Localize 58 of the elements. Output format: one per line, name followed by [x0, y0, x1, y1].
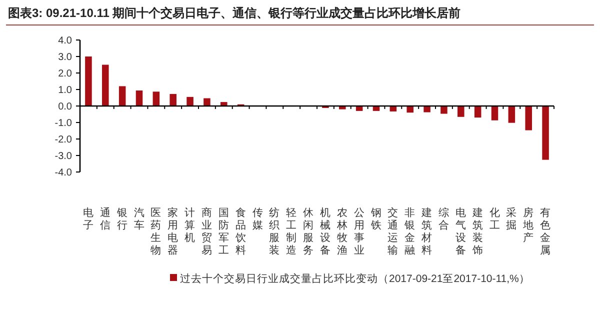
bar [542, 106, 549, 160]
x-tick-label: 休闲服务 [303, 207, 314, 256]
y-tick-label: -3.0 [54, 151, 72, 162]
bar [424, 106, 430, 112]
y-tick-label: -4.0 [54, 168, 72, 178]
x-tick-label: 钢铁 [370, 207, 382, 232]
bar [406, 106, 414, 113]
x-tick-label: 轻工制造 [286, 207, 298, 256]
bar [85, 56, 92, 106]
bar [458, 106, 464, 117]
x-tick-label: 电子 [82, 206, 94, 232]
bar [508, 106, 516, 123]
x-tick-label: 公用事业 [354, 207, 365, 256]
bar [204, 98, 210, 106]
x-tick-label: 家用电器 [168, 206, 179, 256]
x-tick-label: 化工 [489, 207, 500, 232]
bar [491, 106, 498, 120]
x-tick-label: 银行 [116, 207, 128, 232]
y-tick-label: -1.0 [54, 118, 72, 129]
x-tick-label: 农林牧渔 [336, 207, 348, 256]
y-tick-label: 2.0 [58, 68, 72, 80]
bar [170, 94, 176, 106]
x-tick-label: 国防军工 [218, 207, 230, 256]
y-tick-label: 3.0 [58, 52, 72, 63]
y-tick-label: -2.0 [54, 134, 72, 146]
x-tick-label: 房地产 [522, 206, 534, 244]
bar [525, 106, 532, 130]
bar [440, 106, 448, 114]
x-tick-label: 交通运输 [388, 206, 399, 256]
x-tick-label: 汽车 [134, 207, 145, 232]
chart-title: 图表3: 09.21-10.11 期间十个交易日电子、通信、银行等行业成交量占比环比增长居前 [8, 6, 461, 20]
x-tick-label: 机械设备 [320, 207, 331, 256]
x-tick-label: 建筑材料 [420, 206, 433, 256]
x-tick-label: 纺织服装 [269, 206, 280, 256]
y-tick-label: 4.0 [58, 36, 72, 46]
bar [220, 102, 228, 106]
bar [136, 90, 143, 106]
legend-label: 过去十个交易日行业成交量占比环比变动（2017-09-21至2017-10-11,%） [180, 272, 530, 285]
bar [102, 64, 109, 106]
x-tick-label: 计算机 [184, 206, 196, 244]
x-tick-label: 非银金融 [404, 206, 416, 256]
x-tick-label: 电气设备 [455, 206, 466, 256]
x-tick-label: 有色金属 [540, 207, 552, 256]
y-tick-label: 1.0 [58, 85, 72, 96]
x-tick-label: 通信 [100, 206, 111, 232]
bar [339, 106, 346, 110]
x-tick-label: 医药生物 [150, 207, 162, 256]
x-tick-label: 传媒 [252, 207, 264, 232]
bar [474, 106, 482, 118]
x-tick-label: 采掘 [506, 206, 518, 232]
bar [118, 86, 126, 106]
x-tick-label: 建筑装饰 [471, 206, 484, 256]
bar [152, 92, 160, 106]
x-tick-label: 食品饮料 [234, 207, 246, 256]
x-tick-label: 综合 [438, 206, 450, 232]
y-tick-label: 0.0 [58, 102, 72, 112]
x-tick-label: 商业贸易 [201, 206, 212, 256]
bar [186, 96, 194, 106]
